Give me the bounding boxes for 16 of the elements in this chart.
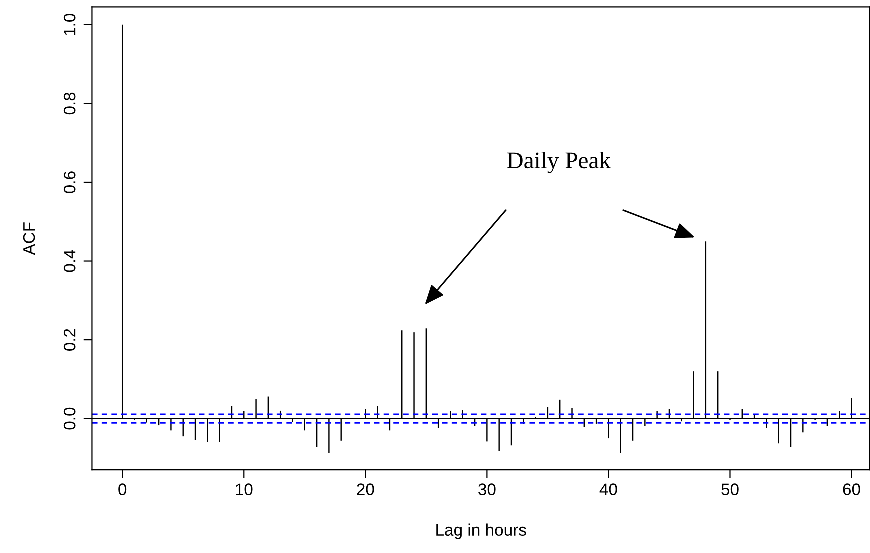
y-tick-label: 0.6 — [64, 172, 76, 194]
y-axis-title: ACF — [23, 222, 36, 256]
y-tick-label: 0.0 — [64, 408, 76, 430]
y-tick-label: 1.0 — [64, 14, 76, 36]
x-tick-label: 50 — [722, 484, 739, 496]
x-tick-label: 40 — [600, 484, 618, 496]
y-tick-label: 0.2 — [64, 329, 76, 351]
annotation: Daily Peak — [507, 152, 612, 174]
x-tick-label: 10 — [236, 484, 253, 496]
x-tick-label: 30 — [478, 484, 496, 496]
y-tick-label: 0.8 — [64, 92, 76, 115]
x-axis-title: Lag in hours — [436, 524, 526, 540]
x-tick-label: 0 — [118, 484, 127, 496]
x-tick-label: 60 — [843, 484, 860, 496]
y-tick-label: 0.4 — [64, 250, 76, 272]
x-tick-label: 20 — [357, 484, 374, 496]
